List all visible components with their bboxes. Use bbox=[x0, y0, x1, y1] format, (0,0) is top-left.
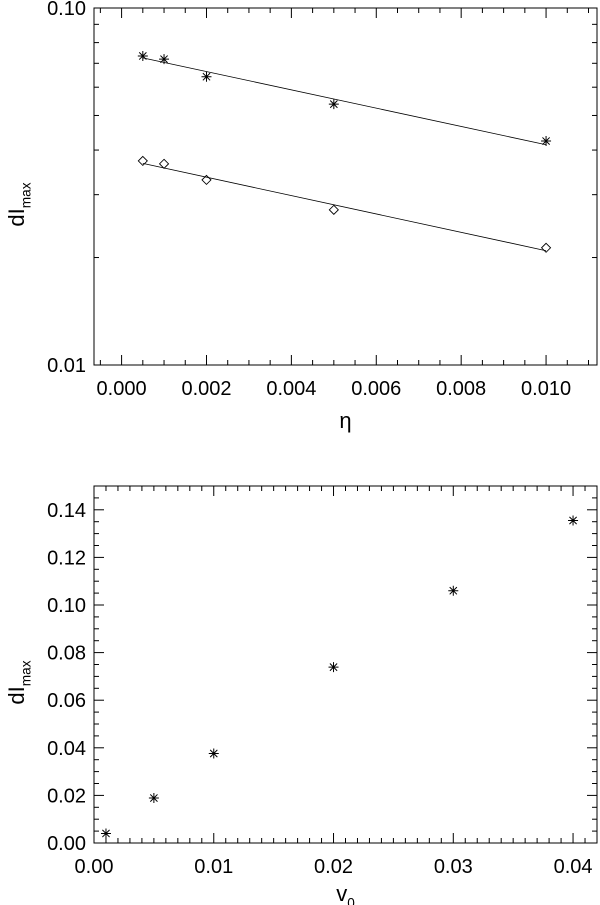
y-tick-label: 0.04 bbox=[47, 738, 86, 760]
x-axis-label: η bbox=[339, 408, 351, 433]
y-tick-label: 0.14 bbox=[47, 500, 86, 522]
asterisk-point bbox=[568, 515, 579, 526]
asterisk-point bbox=[100, 828, 111, 839]
asterisk-point bbox=[208, 748, 219, 759]
x-tick-label: 0.004 bbox=[266, 378, 316, 400]
diamond-point bbox=[158, 158, 170, 169]
fit-line bbox=[142, 163, 547, 252]
asterisk-point bbox=[448, 585, 459, 596]
plot-2: 0.00 0.01 0.02 0.03 0.04 0.00 0.02 0.04 0.06 0.08… bbox=[4, 485, 598, 905]
x-tick-label: 0.03 bbox=[434, 856, 473, 878]
y-tick-label: 0.02 bbox=[47, 785, 86, 807]
asterisk-point bbox=[541, 136, 552, 147]
fit-line bbox=[142, 57, 547, 146]
x-tick-label: 0.00 bbox=[75, 856, 114, 878]
y-tick-label: 0.01 bbox=[47, 355, 86, 377]
plot-1: 0.000 0.002 0.004 0.006 0.008 0.010 0.01 0.10 η d… bbox=[4, 0, 598, 433]
y-axis-label: dImax bbox=[4, 660, 34, 704]
asterisk-point bbox=[328, 662, 339, 673]
series-2 bbox=[137, 155, 552, 253]
plot-frame bbox=[93, 7, 598, 366]
x-tick-label: 0.006 bbox=[351, 378, 401, 400]
asterisk-point bbox=[328, 99, 339, 110]
x-tick-label: 0.010 bbox=[521, 378, 571, 400]
asterisk-point bbox=[137, 50, 148, 61]
y-tick-label: 0.12 bbox=[47, 547, 86, 569]
series-1 bbox=[137, 50, 552, 147]
y-tick-label: 0.08 bbox=[47, 643, 86, 665]
y-tick-label: 0.10 bbox=[47, 595, 86, 617]
x-tick-label: 0.008 bbox=[436, 378, 486, 400]
x-tick-label: 0.04 bbox=[554, 856, 593, 878]
diamond-point bbox=[540, 242, 552, 253]
x-tick-label: 0.02 bbox=[314, 856, 353, 878]
diamond-point bbox=[137, 155, 148, 167]
x-tick-label: 0.000 bbox=[97, 378, 147, 400]
diamond-point bbox=[328, 204, 339, 215]
x-axis-label: v0 bbox=[336, 881, 355, 905]
x-tick-label: 0.01 bbox=[194, 856, 233, 878]
diamond-point bbox=[201, 174, 212, 186]
asterisk-point bbox=[201, 71, 212, 82]
x-tick-label: 0.002 bbox=[181, 378, 231, 400]
y-tick-label: 0.06 bbox=[47, 690, 86, 712]
y-tick-label: 0.10 bbox=[47, 0, 86, 20]
asterisk-point bbox=[148, 793, 159, 804]
y-tick-label: 0.00 bbox=[47, 833, 86, 855]
series-1 bbox=[100, 515, 579, 839]
y-axis-label: dImax bbox=[4, 182, 34, 226]
plot-frame bbox=[93, 485, 598, 844]
asterisk-point bbox=[159, 54, 170, 65]
